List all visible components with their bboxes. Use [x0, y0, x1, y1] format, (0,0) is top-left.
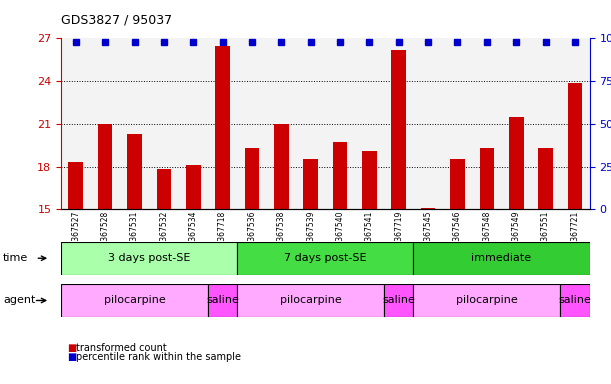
Bar	[560, 38, 590, 209]
Bar	[568, 83, 582, 209]
Bar	[502, 38, 531, 209]
Bar	[208, 38, 237, 209]
Bar	[90, 38, 120, 209]
Bar	[61, 284, 208, 317]
Text: ■: ■	[67, 352, 76, 362]
Bar	[421, 208, 436, 209]
Bar	[296, 38, 325, 209]
Text: saline: saline	[206, 295, 239, 306]
Text: transformed count: transformed count	[76, 343, 167, 353]
Bar	[266, 38, 296, 209]
Bar	[384, 284, 414, 317]
Text: saline: saline	[382, 295, 415, 306]
Text: 7 days post-SE: 7 days post-SE	[284, 253, 367, 263]
Bar	[472, 38, 502, 209]
Text: GDS3827 / 95037: GDS3827 / 95037	[61, 13, 172, 26]
Bar	[237, 284, 384, 317]
Bar	[127, 134, 142, 209]
Bar	[325, 38, 355, 209]
Text: immediate: immediate	[472, 253, 532, 263]
Bar	[274, 124, 288, 209]
Bar	[186, 165, 200, 209]
Bar	[208, 284, 237, 317]
Bar	[531, 38, 560, 209]
Text: saline: saline	[558, 295, 591, 306]
Bar	[450, 159, 465, 209]
Bar	[333, 142, 348, 209]
Bar	[355, 38, 384, 209]
Bar	[560, 284, 590, 317]
Text: pilocarpine: pilocarpine	[456, 295, 518, 306]
Bar	[178, 38, 208, 209]
Bar	[156, 169, 171, 209]
Bar	[303, 159, 318, 209]
Bar	[480, 148, 494, 209]
Bar	[443, 38, 472, 209]
Bar	[61, 38, 90, 209]
Bar	[98, 124, 112, 209]
Bar	[414, 284, 560, 317]
Bar	[509, 117, 524, 209]
Text: time: time	[3, 253, 28, 263]
Bar	[538, 148, 553, 209]
Bar	[215, 46, 230, 209]
Bar	[68, 162, 83, 209]
Text: pilocarpine: pilocarpine	[104, 295, 166, 306]
Text: percentile rank within the sample: percentile rank within the sample	[76, 352, 241, 362]
Bar	[149, 38, 178, 209]
Text: ■: ■	[67, 343, 76, 353]
Text: agent: agent	[3, 295, 35, 306]
Bar	[362, 151, 377, 209]
Text: 3 days post-SE: 3 days post-SE	[108, 253, 191, 263]
Bar	[61, 242, 237, 275]
Bar	[120, 38, 149, 209]
Bar	[237, 242, 414, 275]
Bar	[414, 242, 590, 275]
Bar	[237, 38, 266, 209]
Text: pilocarpine: pilocarpine	[280, 295, 342, 306]
Bar	[392, 50, 406, 209]
Bar	[384, 38, 414, 209]
Bar	[414, 38, 443, 209]
Bar	[244, 148, 259, 209]
